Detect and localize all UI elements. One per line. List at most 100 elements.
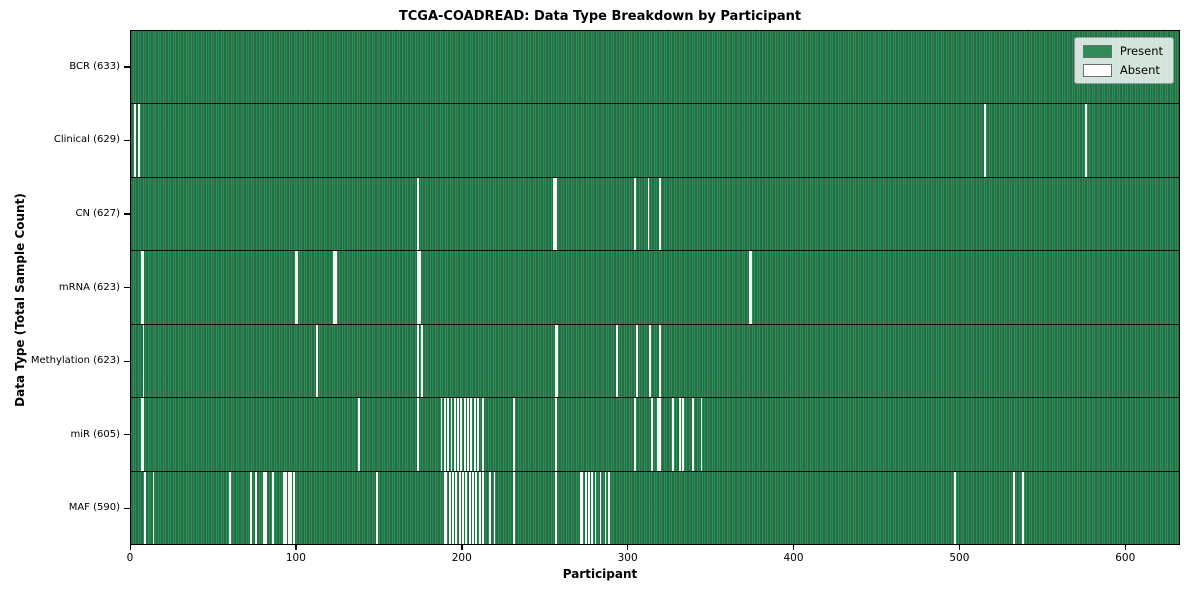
absent-stripe xyxy=(450,398,453,471)
absent-stripe xyxy=(587,471,590,544)
absent-stripe xyxy=(649,324,652,398)
absent-stripe xyxy=(142,398,145,471)
absent-stripe xyxy=(142,251,145,324)
absent-stripe xyxy=(255,471,258,544)
absent-stripe xyxy=(477,398,479,471)
row-band-Clinical xyxy=(131,104,1179,178)
absent-stripe xyxy=(1084,104,1087,177)
absent-stripe xyxy=(472,471,474,544)
absent-stripe xyxy=(488,471,491,544)
present-swatch-icon xyxy=(1082,44,1112,58)
absent-stripe xyxy=(556,324,559,398)
legend: Present Absent xyxy=(1073,37,1174,84)
absent-stripe xyxy=(581,471,584,544)
absent-stripe xyxy=(376,471,378,544)
absent-stripe xyxy=(513,471,516,544)
x-tick-mark xyxy=(1124,545,1127,550)
absent-stripe xyxy=(440,398,443,471)
absent-stripe xyxy=(634,177,637,251)
y-tick-label: miR (605) xyxy=(70,428,120,440)
absent-stripe xyxy=(452,471,455,544)
absent-stripe xyxy=(473,398,476,471)
absent-stripe xyxy=(953,471,956,544)
absent-stripe xyxy=(443,471,446,544)
absent-swatch-icon xyxy=(1082,63,1112,77)
absent-stripe xyxy=(607,471,610,544)
absent-stripe xyxy=(554,471,557,544)
row-band-miR xyxy=(131,398,1179,472)
absent-stripe xyxy=(296,251,299,324)
x-tick-mark xyxy=(627,545,629,550)
absent-stripe xyxy=(647,177,650,251)
absent-stripe xyxy=(140,251,143,324)
absent-stripe xyxy=(357,398,360,471)
absent-stripe xyxy=(283,471,286,544)
absent-stripe xyxy=(659,398,662,471)
x-tick-mark xyxy=(958,545,961,550)
x-tick-label: 200 xyxy=(451,552,472,564)
row-band-CN xyxy=(131,177,1179,252)
absent-stripe xyxy=(591,471,594,544)
absent-stripe xyxy=(460,398,463,471)
absent-stripe xyxy=(692,398,695,471)
absent-stripe xyxy=(554,398,557,471)
absent-stripe xyxy=(584,471,587,544)
absent-stripe xyxy=(263,471,266,544)
absent-stripe xyxy=(468,471,471,544)
absent-stripe xyxy=(554,324,557,398)
absent-stripe xyxy=(463,398,466,471)
y-axis-label: Data Type (Total Sample Count) xyxy=(13,193,27,407)
absent-stripe xyxy=(458,471,461,544)
absent-stripe xyxy=(579,471,582,544)
absent-stripe xyxy=(289,471,292,544)
absent-stripe xyxy=(417,177,420,251)
absent-stripe xyxy=(478,471,481,544)
absent-stripe xyxy=(467,398,469,471)
absent-stripe xyxy=(457,398,460,471)
absent-stripe xyxy=(481,398,484,471)
absent-stripe xyxy=(417,324,420,398)
absent-stripe xyxy=(657,398,660,471)
absent-stripe xyxy=(553,177,556,251)
absent-stripe xyxy=(294,251,297,324)
absent-stripe xyxy=(445,471,448,544)
legend-entry-absent: Absent xyxy=(1082,63,1163,77)
absent-stripe xyxy=(443,398,446,471)
absent-stripe xyxy=(650,398,653,471)
absent-stripe xyxy=(455,471,458,544)
absent-stripe xyxy=(134,104,137,177)
absent-stripe xyxy=(659,324,662,398)
x-tick-mark xyxy=(793,545,795,550)
y-tick-label: Clinical (629) xyxy=(53,134,120,146)
x-tick-label: 500 xyxy=(949,552,970,564)
absent-stripe xyxy=(475,471,478,544)
absent-stripe xyxy=(750,251,753,324)
legend-label-absent: Absent xyxy=(1119,63,1160,77)
chart-title: TCGA-COADREAD: Data Type Breakdown by Pa… xyxy=(398,9,802,24)
absent-stripe xyxy=(447,398,450,471)
absent-stripe xyxy=(137,104,140,177)
absent-stripe xyxy=(448,471,451,544)
absent-stripe xyxy=(470,398,473,471)
absent-stripe xyxy=(332,251,335,324)
absent-stripe xyxy=(420,324,423,398)
absent-stripe xyxy=(672,398,675,471)
absent-stripe xyxy=(599,471,602,544)
plot-area xyxy=(130,30,1180,545)
row-band-Methylation xyxy=(131,324,1179,399)
x-axis-label: Participant xyxy=(562,567,638,581)
absent-stripe xyxy=(682,398,685,471)
absent-stripe xyxy=(634,398,637,471)
absent-stripe xyxy=(142,324,145,398)
legend-label-present: Present xyxy=(1119,44,1163,58)
absent-stripe xyxy=(417,251,420,324)
x-tick-mark xyxy=(129,545,131,550)
x-tick-label: 0 xyxy=(126,552,134,564)
y-tick-label: BCR (633) xyxy=(69,60,120,72)
x-tick-mark xyxy=(461,545,463,550)
absent-stripe xyxy=(265,471,267,544)
y-tick-label: MAF (590) xyxy=(68,502,120,514)
absent-stripe xyxy=(700,398,703,471)
absent-stripe xyxy=(604,471,607,544)
